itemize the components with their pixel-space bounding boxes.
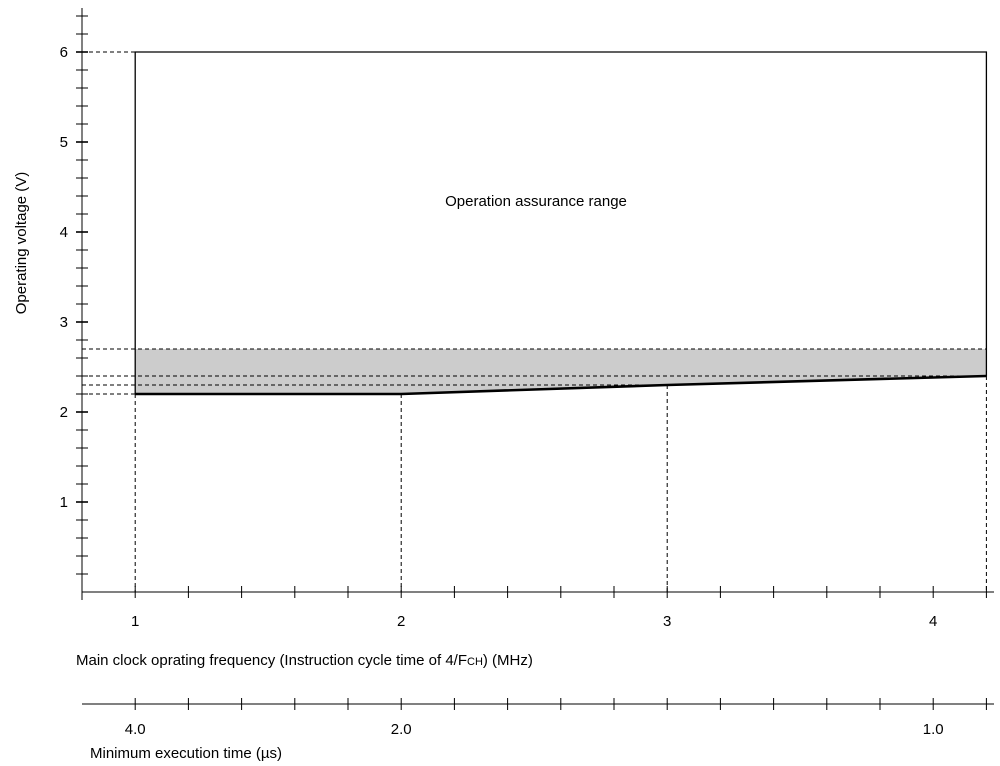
x-axis-title: Main clock oprating frequency (Instructi… (76, 652, 533, 669)
lower-boundary-line (135, 374, 987, 396)
y-tick-label: 3 (60, 314, 68, 331)
x-tick-label: 2 (397, 613, 405, 630)
x-tick-label: 4 (929, 613, 937, 630)
x-tick-label: 1 (131, 613, 139, 630)
x-axis-title-subscript: CH (467, 656, 483, 668)
assurance-region (134, 51, 988, 396)
secondary-x-axis-title: Minimum execution time (µs) (90, 745, 282, 762)
y-tick-label: 5 (60, 134, 68, 151)
x-axis-title-units: ) (MHz) (483, 652, 533, 669)
guide-lines (82, 51, 987, 592)
y-tick-label: 6 (60, 44, 68, 61)
region-outline (134, 51, 988, 395)
secondary-x-tick-label: 2.0 (391, 721, 412, 738)
secondary-x-tick-label: 4.0 (125, 721, 146, 738)
region-annotation: Operation assurance range (445, 193, 627, 210)
shaded-band (135, 349, 987, 394)
y-tick-label: 1 (60, 494, 68, 511)
x-axis-title-main: Main clock oprating frequency (Instructi… (76, 652, 467, 669)
x-tick-label: 3 (663, 613, 671, 630)
shading-layer (135, 349, 987, 394)
y-axis-title: Operating voltage (V) (13, 172, 30, 315)
secondary-x-tick-label: 1.0 (923, 721, 944, 738)
axes: 1 2 3 4 5 6 1 2 3 4 4.0 2.0 1.0 (60, 8, 994, 738)
y-tick-label: 2 (60, 404, 68, 421)
y-tick-label: 4 (60, 224, 68, 241)
